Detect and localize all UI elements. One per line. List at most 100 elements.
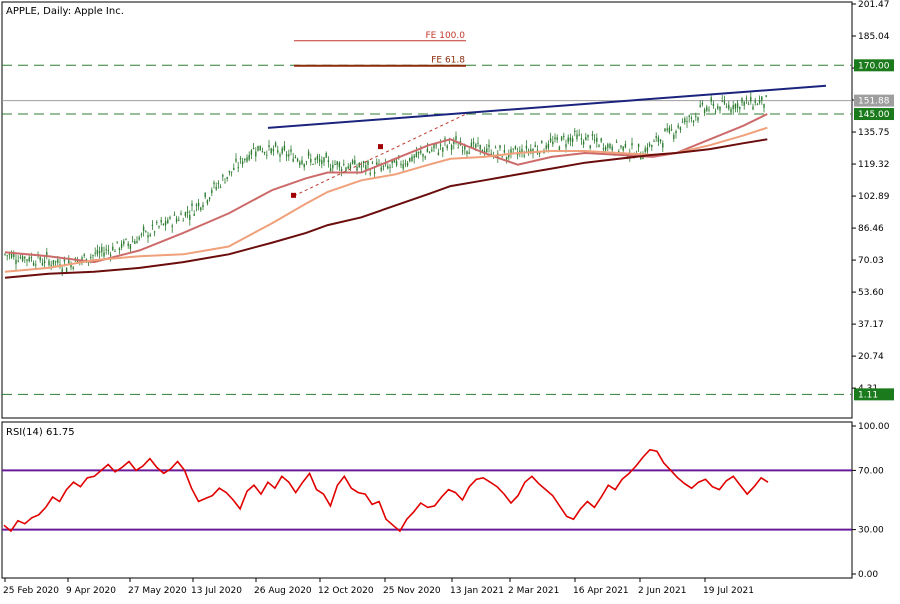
candle-body [292, 158, 294, 162]
candle-body [739, 107, 741, 110]
candle-body [72, 267, 74, 269]
candle-body [116, 241, 118, 243]
candle-body [479, 144, 481, 150]
candle-body [549, 138, 552, 142]
candle-body [15, 259, 17, 265]
candle-body [305, 161, 308, 163]
candle-body [169, 217, 171, 219]
candle-body [202, 204, 204, 208]
candle-body [351, 160, 354, 164]
candle-body [761, 96, 763, 101]
moving-average-line [4, 113, 768, 264]
candle-body [90, 256, 92, 259]
candle-body [120, 243, 123, 248]
candle-body [314, 158, 316, 160]
level-tag [854, 59, 894, 72]
date-axis-label: 25 Nov 2020 [383, 586, 441, 596]
candle-body [422, 153, 424, 157]
candle-body [336, 161, 338, 165]
candle-body [4, 253, 6, 255]
candle-body [596, 137, 598, 142]
candle-body [552, 141, 554, 145]
candle-body [98, 251, 101, 254]
candle-body [241, 161, 244, 165]
date-axis-label: 12 Oct 2020 [318, 586, 374, 596]
candle-body [206, 200, 209, 204]
candle-body [131, 241, 134, 243]
candle-body [527, 150, 530, 152]
candle-body [657, 137, 660, 142]
candle-body [261, 151, 264, 153]
price-axis-label: 37.17 [858, 320, 884, 330]
candle-body [602, 148, 605, 150]
rsi-axis-label: 0.00 [858, 570, 878, 580]
candle-body [63, 258, 66, 262]
date-axis-label: 16 Apr 2021 [573, 586, 629, 596]
candle-body [499, 145, 501, 149]
candle-body [332, 164, 334, 169]
candle-body [615, 141, 618, 143]
candle-body [653, 140, 655, 142]
candle-body [541, 140, 543, 143]
candle-body [310, 158, 312, 163]
candle-body [180, 213, 182, 215]
candle-body [435, 144, 437, 146]
candle-body [470, 142, 473, 148]
current-price-label: 151.88 [858, 97, 890, 107]
candle-body [384, 163, 387, 165]
candle-body [534, 144, 536, 148]
candle-body [424, 156, 426, 159]
candle-body [758, 100, 761, 103]
candle-body [756, 104, 759, 106]
candle-body [362, 161, 365, 164]
candle-body [662, 142, 664, 148]
candle-body [171, 225, 173, 228]
candle-body [354, 160, 356, 165]
candle-body [545, 145, 547, 149]
candle-body [156, 222, 158, 224]
candle-body [431, 149, 433, 152]
candle-body [204, 192, 206, 198]
candle-body [186, 211, 189, 214]
fib-connector [293, 113, 467, 197]
candle-body [101, 247, 103, 252]
candle-body [129, 244, 132, 249]
candle-body [217, 183, 220, 185]
candle-body [277, 150, 279, 153]
candle-body [114, 251, 116, 253]
candle-body [285, 154, 288, 157]
candle-body [593, 139, 596, 141]
candle-body [371, 162, 374, 164]
candle-body [197, 202, 200, 207]
candle-body [94, 252, 96, 254]
candle-body [477, 142, 479, 144]
candle-body [138, 237, 140, 240]
candle-body [151, 224, 154, 226]
candle-body [6, 255, 8, 257]
candle-body [609, 143, 611, 148]
candle-body [728, 104, 730, 109]
candle-body [461, 150, 464, 152]
candle-body [706, 107, 708, 111]
date-axis-label: 9 Apr 2020 [66, 586, 116, 596]
candle-body [508, 154, 510, 158]
candle-body [345, 167, 347, 172]
candle-body [712, 103, 715, 106]
candle-body [417, 151, 420, 154]
candle-body [382, 165, 385, 167]
candle-body [571, 138, 574, 143]
candle-body [28, 257, 30, 262]
candle-body [103, 252, 105, 257]
candle-body [213, 182, 215, 185]
candle-body [147, 235, 149, 238]
candle-body [717, 106, 719, 109]
candle-body [600, 138, 602, 142]
level-tag-label: 145.00 [858, 110, 890, 120]
candle-body [668, 127, 671, 133]
candle-body [688, 115, 690, 117]
candle-body [21, 256, 24, 261]
candle-body [208, 197, 211, 200]
candle-body [624, 144, 627, 148]
candle-body [134, 241, 136, 244]
